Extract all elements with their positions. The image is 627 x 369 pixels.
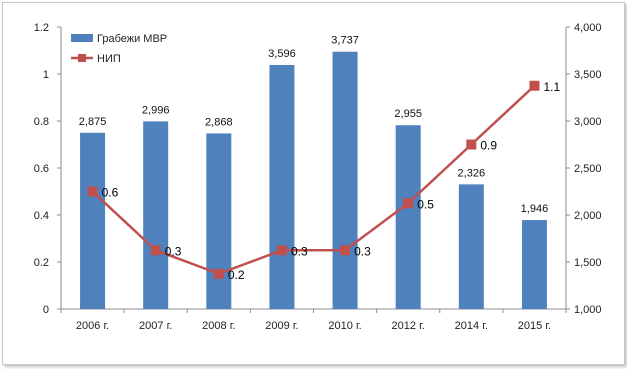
line-marker [276,245,287,256]
bar-value-label: 2,996 [142,104,170,116]
right-tick-label: 2,500 [574,163,602,175]
bar [143,121,169,309]
right-tick-label: 3,000 [574,116,602,128]
left-tick-label: 0.2 [34,257,49,269]
legend-label-bars: Грабежи МВР [97,33,167,45]
left-tick-label: 0.4 [34,210,49,222]
line-value-label: 0.2 [228,268,245,282]
bar-value-label: 3,737 [331,35,359,47]
left-tick-label: 0 [43,304,49,316]
line-marker [466,139,477,150]
bar [206,133,232,309]
bar [521,220,547,309]
bar [80,132,106,309]
left-tick-label: 1 [43,69,49,81]
bar-value-label: 2,955 [394,108,422,120]
left-tick-label: 1.2 [34,22,49,34]
line-marker [213,268,224,279]
x-tick-label: 2014 г. [455,320,488,332]
bar-value-label: 2,326 [458,167,486,179]
left-tick-label: 0.8 [34,116,49,128]
line-series [91,84,536,275]
line-marker [529,80,540,91]
right-tick-label: 1,500 [574,257,602,269]
right-tick-label: 1,000 [574,304,602,316]
line-value-label: 0.6 [102,186,119,200]
left-tick-label: 0.6 [34,163,49,175]
line-value-label: 0.5 [417,197,434,211]
chart-frame: 0 0.2 0.4 0.6 0.8 1 1.2 1,000 1,500 2,000 2,500 3,0… [2,2,625,365]
line-value-label: 0.3 [165,244,182,258]
line-marker [87,186,98,197]
line-value-label: 0.9 [480,139,497,153]
x-tick-label: 2006 г. [76,320,109,332]
right-tick-label: 2,000 [574,210,602,222]
right-tick-label: 3,500 [574,69,602,81]
bar-value-label: 2,868 [205,116,233,128]
line-value-label: 1.1 [543,80,560,94]
combo-chart: 0 0.2 0.4 0.6 0.8 1 1.2 1,000 1,500 2,000 2,500 3,0… [34,22,602,332]
bar-value-label: 3,596 [268,48,296,60]
right-tick-label: 4,000 [574,22,602,34]
x-tick-label: 2010 г. [328,320,361,332]
line-marker [340,245,351,256]
line-value-label: 0.3 [291,244,308,258]
legend-marker-line [78,54,86,62]
bar [332,51,358,310]
x-tick-label: 2008 г. [202,320,235,332]
bar [269,64,295,309]
x-tick-label: 2007 г. [139,320,172,332]
x-tick-label: 2009 г. [265,320,298,332]
bar-value-label: 2,875 [79,116,107,128]
line-marker [403,198,414,209]
legend-label-line: НИП [97,53,121,65]
x-tick-label: 2012 г. [392,320,425,332]
line-marker [150,245,161,256]
line-value-label: 0.3 [354,244,371,258]
legend-swatch-bars [71,34,93,42]
bar [458,184,484,309]
x-tick-label: 2015 г. [518,320,551,332]
bar-value-label: 1,946 [521,203,549,215]
bar [395,125,421,309]
